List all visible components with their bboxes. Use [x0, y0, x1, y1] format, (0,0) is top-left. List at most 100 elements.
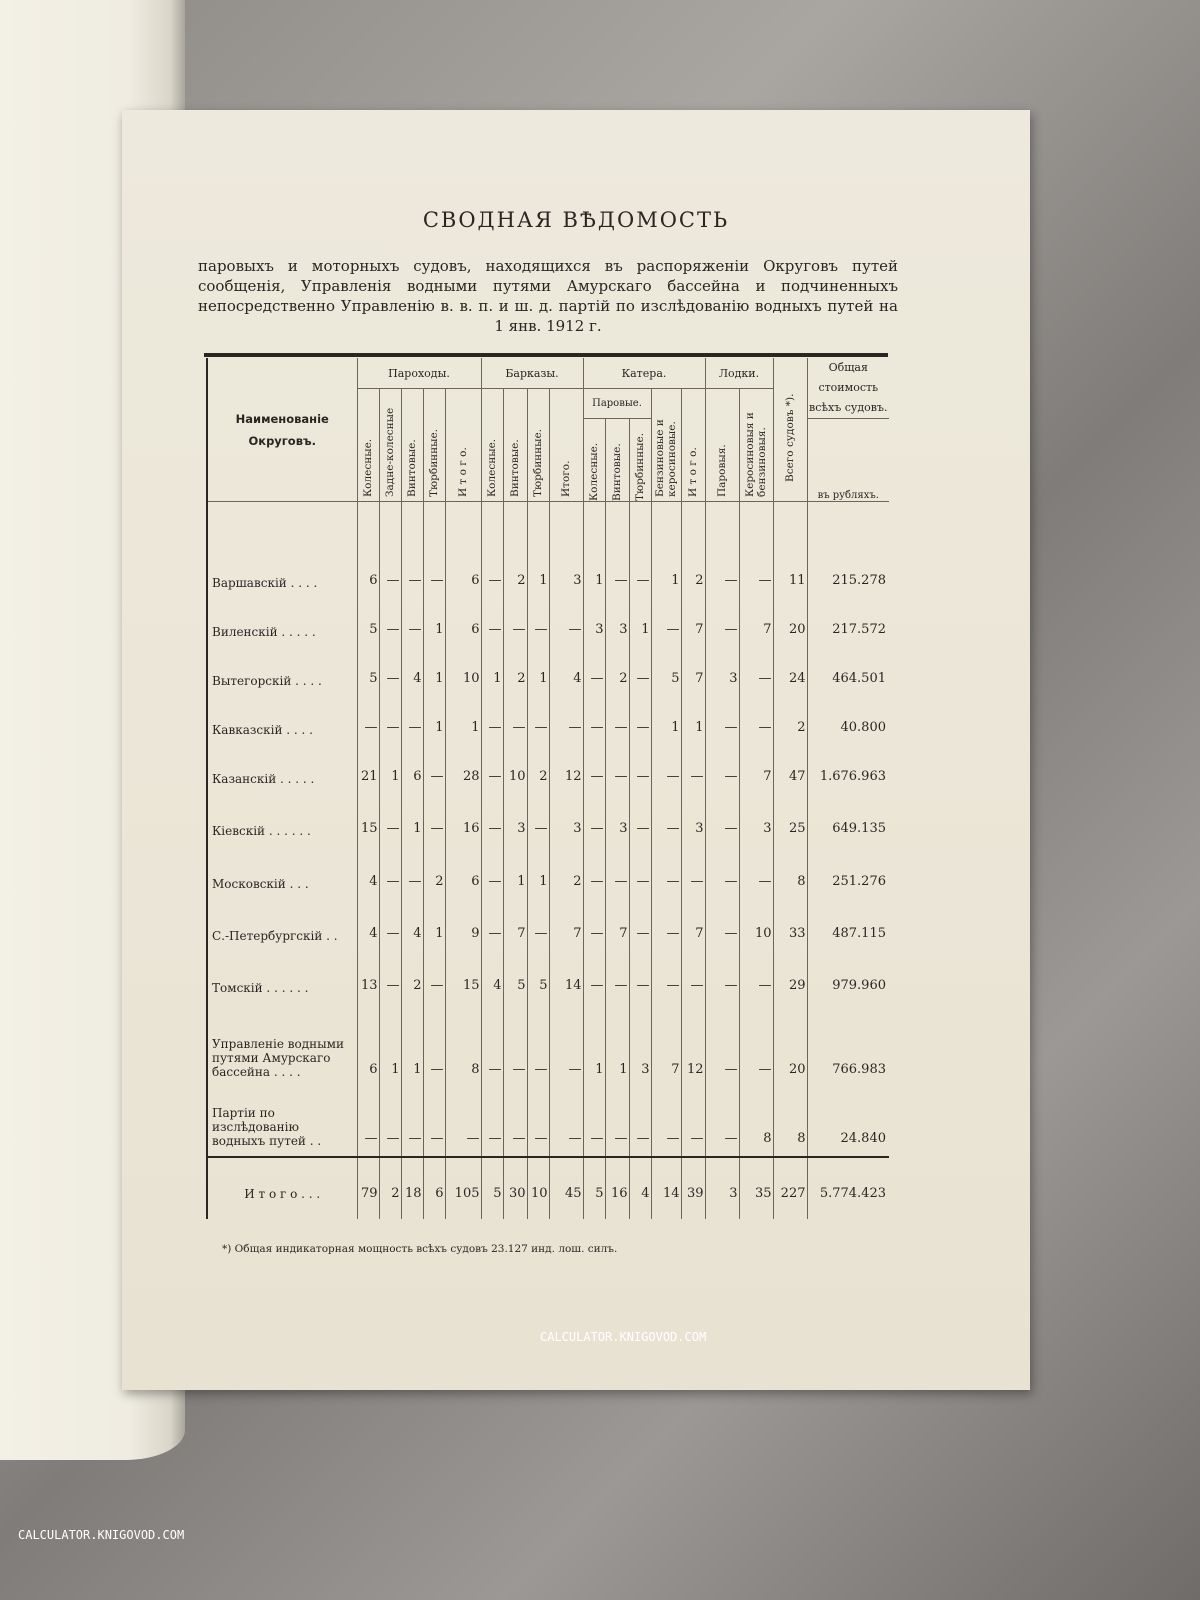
cell-value: — — [356, 1086, 379, 1157]
cell-value: — — [738, 695, 773, 745]
cell-value: 5 — [356, 597, 379, 647]
cell-value: 8 — [444, 1002, 481, 1087]
cost-value: 1.676.963 — [806, 744, 889, 794]
col-header-3: Тюрбинные. — [422, 388, 445, 502]
header-rule — [204, 353, 888, 357]
district-name: И т о г о . . . — [206, 1155, 357, 1219]
cell-value: 5 — [480, 1155, 503, 1219]
cell-value: — — [704, 501, 739, 598]
cell-value: — — [604, 501, 629, 598]
col-header-11: Тюрбинные. — [628, 418, 651, 502]
cell-value: — — [526, 695, 549, 745]
group-boats: Лодки. — [704, 358, 773, 389]
cost-unit: въ рубляхъ. — [806, 418, 889, 502]
cell-value: 5 — [356, 646, 379, 696]
cost-value: 217.572 — [806, 597, 889, 647]
cell-value: — — [356, 695, 379, 745]
cell-value: — — [628, 793, 651, 846]
cell-value: 3 — [704, 646, 739, 696]
table-row: Партiи по изслѣдованiю водныхъ путей . .… — [206, 1086, 889, 1157]
cell-value: — — [704, 1002, 739, 1087]
cell-value: 47 — [772, 744, 807, 794]
cell-value: 6 — [444, 501, 481, 598]
cell-value: 3 — [548, 501, 583, 598]
cell-value: — — [422, 950, 445, 1003]
cell-value: 2 — [422, 845, 445, 899]
cell-value: 2 — [526, 744, 549, 794]
watermark-corner: CALCULATOR.KNIGOVOD.COM — [18, 1528, 185, 1542]
cell-value: — — [400, 597, 423, 647]
cell-value: — — [628, 950, 651, 1003]
cell-value: 8 — [772, 1086, 807, 1157]
cost-value: 649.135 — [806, 793, 889, 846]
cell-value: 1 — [422, 695, 445, 745]
cell-value: — — [480, 793, 503, 846]
cell-value: — — [378, 950, 401, 1003]
cell-value: — — [526, 1002, 549, 1087]
col-header-4: И т о г о. — [444, 388, 481, 502]
page-subtitle: паровыхъ и моторныхъ судовъ, находящихся… — [198, 257, 898, 335]
cell-value: — — [738, 1002, 773, 1087]
table-row: Казанскiй . . . . . 21 1 6—28—10 2 12— — — — — —7 4… — [206, 744, 889, 794]
cell-value: 7 — [604, 898, 629, 951]
cell-value: 1 — [422, 597, 445, 647]
group-launches-steam: Паровые. — [582, 388, 651, 419]
cell-value: 2 — [502, 646, 527, 696]
cell-value: 5 — [526, 950, 549, 1003]
cell-value: — — [480, 1086, 503, 1157]
cell-value: 3 — [582, 597, 605, 647]
cell-value: 2 — [772, 695, 807, 745]
cell-value: — — [680, 1086, 705, 1157]
cell-value: — — [378, 597, 401, 647]
cell-value: — — [650, 1086, 681, 1157]
cell-value: — — [704, 597, 739, 647]
cell-value: — — [704, 845, 739, 899]
cell-value: 6 — [422, 1155, 445, 1219]
district-name: Управленiе водными путями Амурскаго басс… — [206, 1002, 357, 1087]
district-name: Кiевскiй . . . . . . — [206, 793, 357, 846]
cell-value: — — [480, 501, 503, 598]
district-name: Кавказскiй . . . . — [206, 695, 357, 745]
cell-value: — — [526, 793, 549, 846]
cell-value: — — [526, 1086, 549, 1157]
cell-value: — — [650, 898, 681, 951]
cell-value: 1 — [680, 695, 705, 745]
district-name: Варшавскiй . . . . — [206, 501, 357, 598]
cell-value: — — [378, 845, 401, 899]
cell-value: 1 — [400, 1002, 423, 1087]
cell-value: — — [480, 1002, 503, 1087]
cell-value: 16 — [444, 793, 481, 846]
cost-value: 487.115 — [806, 898, 889, 951]
cell-value: — — [582, 744, 605, 794]
cell-value: — — [582, 845, 605, 899]
cell-value: 10 — [502, 744, 527, 794]
cell-value: 7 — [548, 898, 583, 951]
cell-value: — — [548, 597, 583, 647]
cell-value: — — [422, 501, 445, 598]
group-barges: Барказы. — [480, 358, 583, 389]
cell-value: 1 — [378, 1002, 401, 1087]
cell-value: 6 — [444, 845, 481, 899]
group-launches: Катера. — [582, 358, 705, 389]
cell-value: 1 — [604, 1002, 629, 1087]
cell-value: 227 — [772, 1155, 807, 1219]
cell-value: 5 — [502, 950, 527, 1003]
cell-value: — — [378, 646, 401, 696]
table-row: Виленскiй . . . . . 5— —1 6— — — —3 3 1—7—7 20 217… — [206, 597, 889, 647]
col-header-2: Винтовые. — [400, 388, 423, 502]
cell-value: 1 — [628, 597, 651, 647]
col-header-7: Тюрбинные. — [526, 388, 549, 502]
cell-value: — — [582, 898, 605, 951]
cell-value: — — [650, 744, 681, 794]
cell-value: — — [378, 1086, 401, 1157]
cell-value: 7 — [502, 898, 527, 951]
table-row: Вытегорскiй . . . . 5—4 1 10 1 2 1 4—2—5 7 3—24 46… — [206, 646, 889, 696]
col-header-15: Керосиновыя и бензиновыя. — [738, 388, 773, 502]
cell-value: — — [444, 1086, 481, 1157]
vessels-table: Наименованiе Округовъ. Пароходы. Барказы… — [206, 358, 889, 1219]
cell-value: 8 — [772, 845, 807, 899]
cell-value: 1 — [526, 845, 549, 899]
cell-value: 1 — [444, 695, 481, 745]
watermark-center: CALCULATOR.KNIGOVOD.COM — [540, 1330, 707, 1344]
district-name: Виленскiй . . . . . — [206, 597, 357, 647]
